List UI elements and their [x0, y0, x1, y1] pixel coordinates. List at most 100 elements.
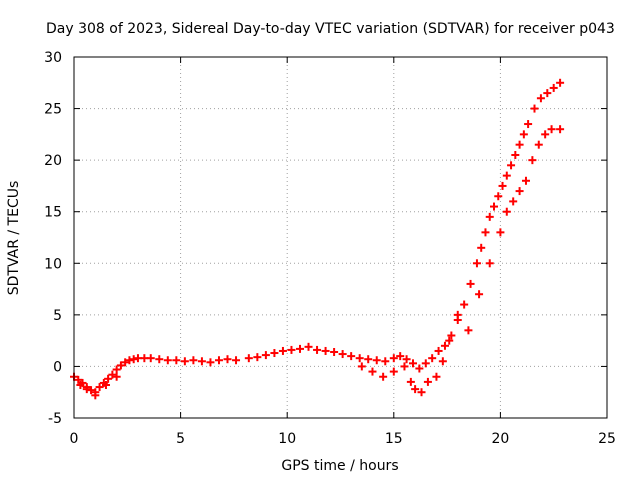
data-point	[434, 346, 443, 355]
data-point	[528, 156, 537, 165]
data-point	[116, 361, 125, 370]
data-point	[530, 104, 539, 113]
x-tick-label: 5	[176, 431, 185, 447]
data-point	[400, 362, 409, 371]
data-point	[417, 388, 426, 397]
data-point	[287, 345, 296, 354]
data-point	[313, 345, 322, 354]
data-point	[490, 202, 499, 211]
data-point	[445, 336, 454, 345]
data-point	[543, 89, 552, 98]
axis-ticks: 0 5 10 15 20 25 -5 0 5 10 15 20 25 30	[44, 50, 616, 447]
data-point	[423, 377, 432, 386]
data-point	[485, 259, 494, 268]
data-point	[511, 150, 520, 159]
data-point	[447, 331, 456, 340]
y-tick-label: 0	[53, 359, 62, 375]
data-point	[338, 350, 347, 359]
data-point	[411, 385, 420, 394]
data-point	[87, 386, 96, 395]
data-point	[270, 349, 279, 358]
data-point	[104, 374, 113, 383]
data-point	[556, 78, 565, 87]
data-point	[438, 357, 447, 366]
data-point	[347, 352, 356, 361]
data-point	[112, 365, 121, 374]
data-point	[95, 383, 104, 392]
data-point	[556, 125, 565, 134]
data-point	[460, 300, 469, 309]
y-tick-label: 15	[44, 205, 62, 221]
data-points	[70, 78, 565, 400]
y-axis-label: SDTVAR / TECUs	[6, 181, 22, 296]
plot-frame	[73, 56, 608, 419]
data-point	[278, 346, 287, 355]
data-point	[502, 171, 511, 180]
data-point	[244, 354, 253, 363]
data-point	[155, 355, 164, 364]
data-point	[146, 354, 155, 363]
data-point	[496, 228, 505, 237]
data-point	[364, 355, 373, 364]
data-point	[477, 243, 486, 252]
y-tick-label: 10	[44, 256, 62, 272]
data-point	[121, 358, 130, 367]
data-point	[372, 356, 381, 365]
data-point	[321, 346, 330, 355]
data-point	[515, 187, 524, 196]
data-point	[112, 372, 121, 381]
data-point	[82, 385, 91, 394]
data-point	[223, 355, 232, 364]
data-point	[494, 192, 503, 201]
data-point	[125, 356, 134, 365]
data-point	[481, 228, 490, 237]
data-point	[214, 356, 223, 365]
data-point	[368, 367, 377, 376]
data-point	[507, 161, 516, 170]
data-point	[415, 364, 424, 373]
x-tick-label: 25	[598, 431, 616, 447]
data-point	[472, 259, 481, 268]
data-point	[524, 120, 533, 129]
data-point	[521, 176, 530, 185]
data-point	[163, 356, 172, 365]
data-point	[389, 367, 398, 376]
y-tick-label: 5	[53, 308, 62, 324]
data-point	[108, 370, 117, 379]
data-point	[197, 357, 206, 366]
data-point	[406, 377, 415, 386]
data-point	[381, 357, 390, 366]
data-point	[172, 356, 181, 365]
data-point	[189, 356, 198, 365]
data-point	[304, 342, 313, 351]
data-point	[76, 380, 85, 389]
y-tick-label: 25	[44, 102, 62, 118]
data-point	[389, 354, 398, 363]
data-point	[547, 125, 556, 134]
data-point	[536, 94, 545, 103]
data-point	[101, 380, 110, 389]
data-point	[129, 355, 138, 364]
y-tick-label: 30	[44, 50, 62, 66]
data-point	[253, 353, 262, 362]
y-tick-label: 20	[44, 153, 62, 169]
data-point	[261, 351, 270, 360]
y-tick-label: -5	[48, 411, 62, 427]
grid-lines	[74, 57, 607, 418]
data-point	[432, 372, 441, 381]
data-point	[475, 290, 484, 299]
data-point	[549, 83, 558, 92]
x-tick-label: 0	[70, 431, 79, 447]
data-point	[509, 197, 518, 206]
x-tick-label: 10	[278, 431, 296, 447]
x-axis-label: GPS time / hours	[281, 458, 398, 474]
data-point	[534, 140, 543, 149]
data-point	[232, 356, 241, 365]
data-point	[330, 347, 339, 356]
chart-title: Day 308 of 2023, Sidereal Day-to-day VTE…	[46, 21, 615, 37]
data-point	[428, 354, 437, 363]
data-point	[206, 358, 215, 367]
data-point	[379, 372, 388, 381]
data-point	[464, 326, 473, 335]
